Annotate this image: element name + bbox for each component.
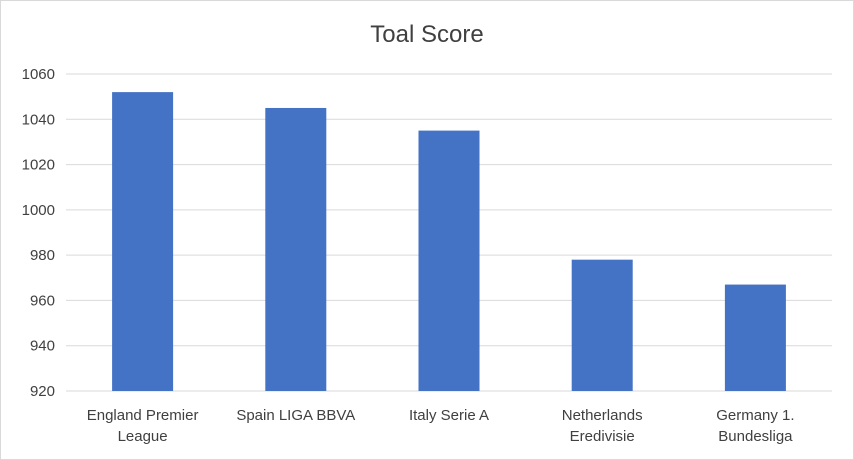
chart-title: Toal Score	[370, 21, 483, 48]
x-category-label: Bundesliga	[718, 428, 793, 445]
y-tick-label: 1000	[22, 202, 55, 219]
y-tick-label: 920	[30, 383, 55, 400]
x-category-label: Spain LIGA BBVA	[236, 407, 355, 424]
bar	[418, 130, 480, 391]
bars	[112, 92, 786, 391]
bar	[571, 259, 633, 391]
x-category-label: Italy Serie A	[409, 407, 489, 424]
y-tick-label: 1020	[22, 157, 55, 174]
y-tick-label: 1060	[22, 66, 55, 83]
x-axis-labels: England Premier League Spain LIGA BBVA Ital…	[87, 407, 795, 445]
x-category-label: League	[118, 428, 168, 445]
y-tick-label: 940	[30, 338, 55, 355]
x-category-label: Eredivisie	[570, 428, 635, 445]
x-category-label: Netherlands	[562, 407, 643, 424]
bar	[724, 284, 786, 391]
bar	[112, 92, 174, 391]
x-category-label: Germany 1.	[716, 407, 794, 424]
y-tick-label: 1040	[22, 111, 55, 128]
y-tick-label: 980	[30, 247, 55, 264]
bar	[265, 107, 327, 391]
y-tick-label: 960	[30, 292, 55, 309]
y-axis-ticks: 920 940 960 980 1000 1020 1040 1060	[22, 66, 55, 400]
x-category-label: England Premier	[87, 407, 199, 424]
